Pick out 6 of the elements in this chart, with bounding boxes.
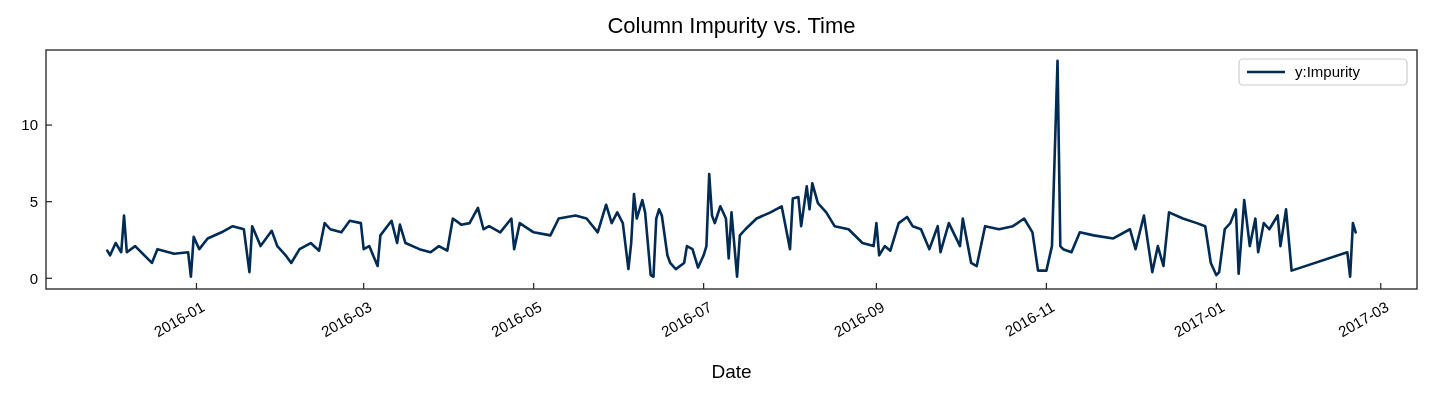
legend-label: y:Impurity	[1295, 63, 1361, 81]
x-axis-title: Date	[711, 361, 752, 382]
y-tick-label: 10	[21, 116, 38, 134]
y-tick-label: 0	[29, 269, 38, 287]
y-tick-label: 5	[29, 192, 38, 210]
chart-title: Column Impurity vs. Time	[607, 13, 856, 38]
